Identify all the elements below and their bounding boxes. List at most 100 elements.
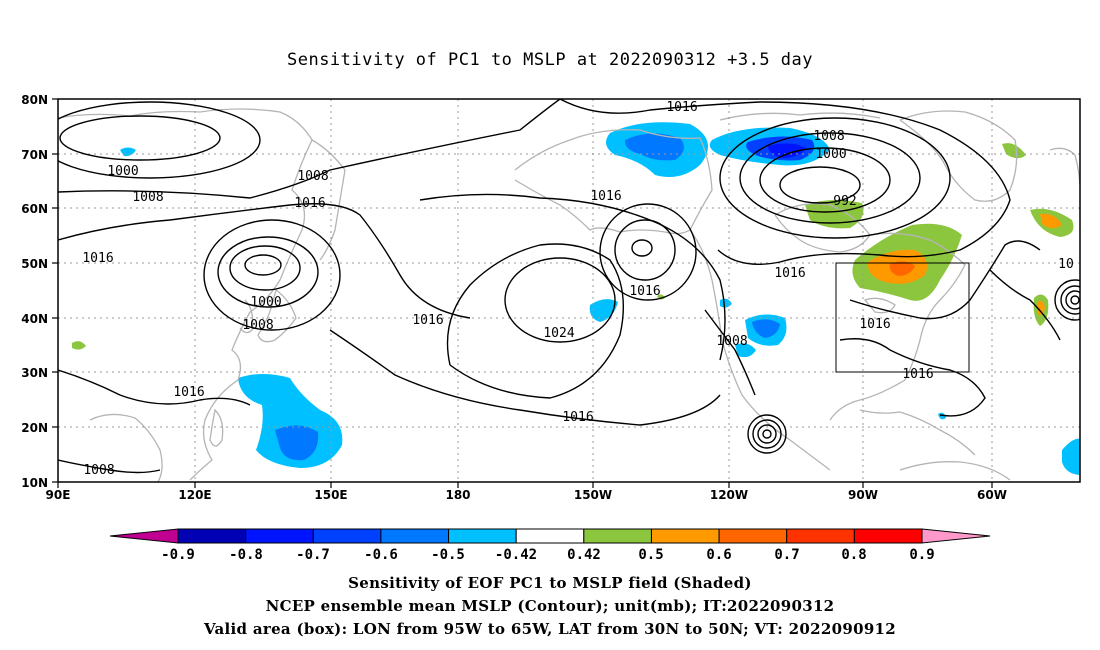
lat-label: 40N [21,312,48,326]
colorbar-swatch [177,528,247,544]
colorbar-label: 0.7 [774,547,799,563]
colorbar-labels: -0.9 -0.8 -0.7 -0.6 -0.5 -0.42 0.42 0.5 … [161,547,935,563]
contour-1016-west [58,203,471,319]
colorbar-swatch [312,528,382,544]
contour-pacific-high-1024 [504,257,616,343]
coast-arctic-islands [719,112,881,121]
colorbar-swatch [786,528,855,544]
contour-label: 1000 [107,164,138,179]
graticule [58,99,1080,482]
map-border [57,98,1081,483]
colorbar-label: -0.6 [364,547,398,563]
contour-canada-992 [779,166,861,204]
lat-label: 20N [21,421,48,435]
shade-blue-ne-pacific [589,299,618,322]
contour-pacific-1016 [446,243,625,399]
colorbar [109,528,991,544]
contour-label: 1008 [813,129,844,144]
contour-label: 1008 [83,463,114,478]
contour-label: 1000 [250,295,281,310]
contour-east-na-1016 [849,240,1041,320]
plot-title: Sensitivity of PC1 to MSLP at 2022090312… [286,50,813,70]
coast-korea [239,299,254,334]
colorbar-label: -0.9 [161,547,195,563]
contour-label: 10 [1058,257,1074,272]
shade-orange-atlantic-south [1037,300,1045,316]
colorbar-label: 0.5 [638,547,663,563]
contour-hurricane-atlantic-3 [1060,285,1080,315]
shade-blue-atlantic [1062,438,1080,475]
coast-greatlakes [863,297,896,314]
contour-label: 1016 [774,266,805,281]
contour-hurricane-pacific-1 [762,429,772,439]
colorbar-label: 0.42 [567,547,601,563]
contour-label: 1016 [666,100,697,115]
lon-label: 90E [46,488,71,502]
colorbar-label: 0.9 [909,547,934,563]
lon-label: 90W [848,488,878,502]
axis-ticks [52,98,993,488]
lat-label: 30N [21,366,48,380]
lon-label: 60W [977,488,1007,502]
shade-orange-atlantic [1040,213,1062,229]
lat-label: 70N [21,148,48,162]
shade-blue-north-pacific-core [624,133,684,161]
lon-label: 180 [445,488,470,502]
coast-iceland-europe [1049,147,1080,210]
contour-1016-center [329,329,721,426]
lon-labels: 90E 120E 150E 180 150W 120W 90W 60W [46,488,1007,502]
contour-np-1 [631,239,653,257]
contour-label: 1008 [242,318,273,333]
mslp-contours [58,99,1080,474]
valid-area-box [835,262,970,373]
colorbar-swatch [583,528,652,544]
shade-blue-west-us-core [752,319,780,338]
coast-south-america [899,461,1011,481]
shade-orange-quebec-core [889,261,915,276]
lon-label: 150W [574,488,612,502]
contour-label: 1016 [562,410,593,425]
colorbar-label: 0.6 [706,547,731,563]
contour-hurricane-pacific-2 [757,424,777,444]
lon-label: 120E [178,488,211,502]
lat-label: 80N [21,93,48,107]
contour-siberia-low-2 [58,101,261,179]
contour-label: 1016 [902,367,933,382]
coast-indochina [89,413,163,482]
contour-okhotsk-1 [244,254,282,276]
lon-label: 120W [710,488,748,502]
lat-labels: 80N 70N 60N 50N 40N 30N 20N 10N [21,93,48,490]
contour-okhotsk-2 [229,245,301,291]
caption-contour: NCEP ensemble mean MSLP (Contour); unit(… [265,597,835,615]
contour-1008-west [58,99,561,199]
caption-valid-area: Valid area (box): LON from 95W to 65W, L… [203,620,897,638]
colorbar-label: -0.8 [229,547,263,563]
contour-label: 1008 [297,169,328,184]
lon-label: 150E [314,488,347,502]
contour-np-2 [614,219,676,281]
coast-west-na [689,229,831,471]
contour-1008-sw [58,459,161,474]
colorbar-swatch-high [921,528,991,544]
contour-np-3 [599,203,697,301]
contour-label: 1016 [629,284,660,299]
colorbar-swatch [515,528,585,544]
contour-canada-1000 [739,132,921,224]
contour-hurricane-atlantic-2 [1065,290,1080,310]
colorbar-label: -0.5 [431,547,465,563]
contour-label: 992 [833,194,856,209]
coast-philippines [209,408,224,447]
coast-alaska [514,129,713,235]
contour-label: 1016 [859,317,890,332]
colorbar-label: -0.7 [296,547,330,563]
lat-label: 50N [21,257,48,271]
coast-asia [58,108,313,481]
shade-blue-small-pt [720,298,732,308]
lat-label: 10N [21,476,48,490]
contour-label: 1016 [173,385,204,400]
contour-label: 1016 [294,196,325,211]
contour-canada-1008 [719,117,951,239]
shade-blue-mexico [735,343,756,358]
colorbar-swatch-low [109,528,179,544]
